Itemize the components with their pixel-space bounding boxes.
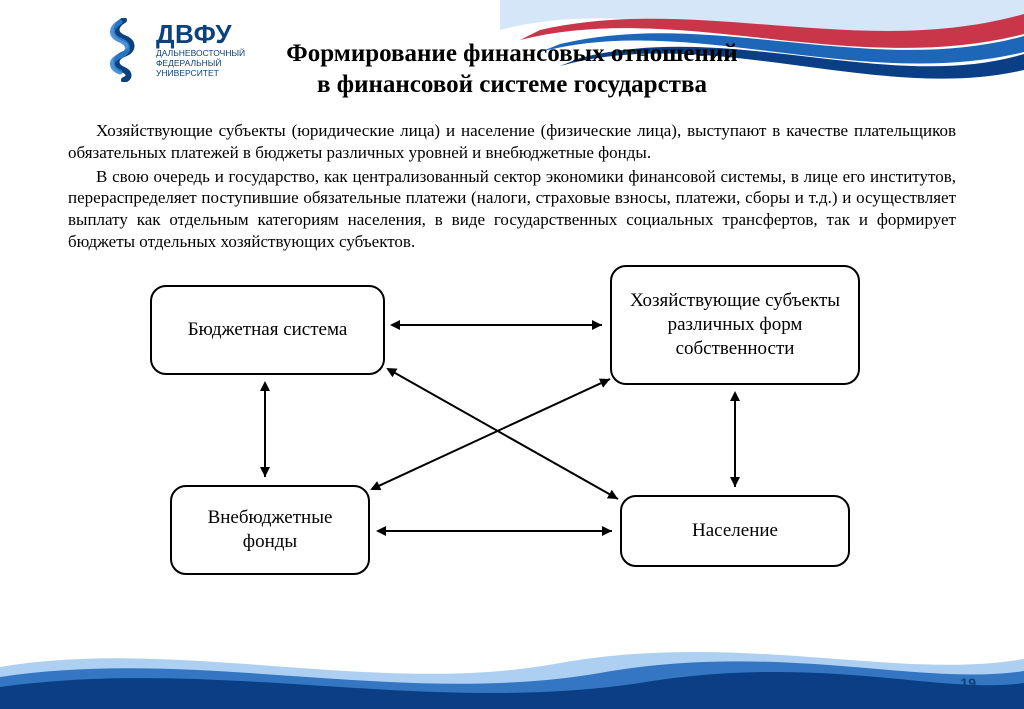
node-extrabudget-funds: Внебюджетные фонды <box>170 485 370 575</box>
page-number: 19 <box>960 675 976 691</box>
title-line: Формирование финансовых отношений <box>0 38 1024 69</box>
slide-title: Формирование финансовых отношений в фина… <box>0 38 1024 101</box>
paragraph: В свою очередь и государство, как центра… <box>68 166 956 253</box>
body-text: Хозяйствующие субъекты (юридические лица… <box>68 120 956 255</box>
node-budget-system: Бюджетная система <box>150 285 385 375</box>
relations-diagram: Бюджетная система Хозяйствующие субъекты… <box>120 265 890 625</box>
title-line: в финансовой системе государства <box>0 69 1024 100</box>
footer-waves <box>0 629 1024 709</box>
paragraph: Хозяйствующие субъекты (юридические лица… <box>68 120 956 164</box>
node-economic-entities: Хозяйствующие субъекты различных форм со… <box>610 265 860 385</box>
node-population: Население <box>620 495 850 567</box>
